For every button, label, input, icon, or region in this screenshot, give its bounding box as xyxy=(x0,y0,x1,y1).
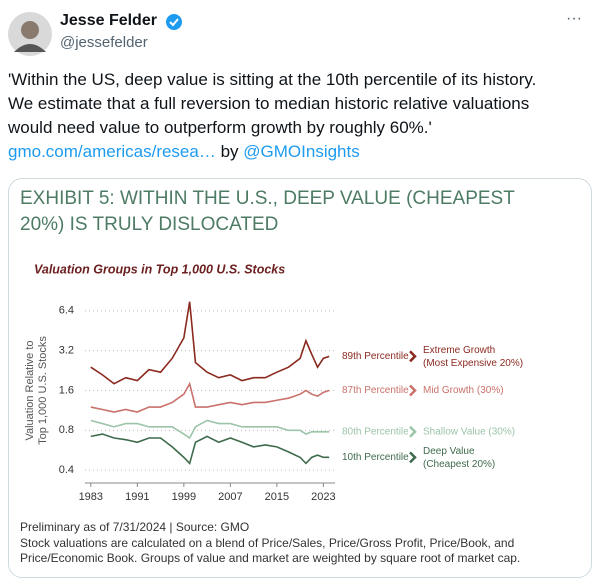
verified-badge xyxy=(166,14,182,30)
percentile-label: 87th Percentile xyxy=(342,385,409,396)
y-axis-label: Valuation Relative to xyxy=(24,340,36,440)
y-tick-label: 6.4 xyxy=(59,305,74,317)
body-line: 'Within the US, deep value is sitting at… xyxy=(8,70,537,89)
chevron xyxy=(409,384,417,397)
note: Stock valuations are calculated on a ble… xyxy=(20,536,521,565)
avatar[interactable] xyxy=(8,12,52,56)
chevron xyxy=(409,451,417,464)
more-button[interactable]: ··· xyxy=(566,10,582,27)
x-tick-label: 2015 xyxy=(265,491,289,503)
series-line xyxy=(90,419,330,440)
legend-entry: Mid Growth (30%) xyxy=(423,385,504,396)
legend-entry: Deep Value xyxy=(423,446,475,457)
x-tick-label: 1983 xyxy=(79,491,103,503)
x-tick-label: 1999 xyxy=(172,491,196,503)
series-line xyxy=(90,301,330,385)
by: by xyxy=(220,142,239,161)
legend-detail: (Cheapest 20%) xyxy=(423,459,495,470)
y-tick-label: 1.6 xyxy=(59,384,74,396)
y-axis-label: Top 1,000 U.S. Stocks xyxy=(37,336,49,445)
series-line xyxy=(90,433,330,465)
link-line: gmo.com/americas/resea… by @GMOInsights xyxy=(8,142,360,162)
chevron xyxy=(409,350,417,363)
x-tick-label: 1991 xyxy=(125,491,149,503)
card[interactable] xyxy=(8,178,592,578)
body-line: would need value to outperform growth by… xyxy=(8,118,432,137)
mention[interactable]: @GMOInsights xyxy=(243,142,360,161)
legend-entry: Extreme Growth xyxy=(423,345,495,356)
link[interactable]: gmo.com/americas/resea… xyxy=(8,142,216,161)
y-tick-label: 0.4 xyxy=(59,464,74,476)
series-line xyxy=(90,381,330,413)
chart: Valuation Groups in Top 1,000 U.S. Stock… xyxy=(24,262,523,503)
chevron xyxy=(409,425,417,438)
percentile-label: 89th Percentile xyxy=(342,351,409,362)
exhibit-title: EXHIBIT 5: WITHIN THE U.S., DEEP VALUE (… xyxy=(20,188,515,235)
y-tick-label: 0.8 xyxy=(59,424,74,436)
x-tick-label: 2007 xyxy=(218,491,242,503)
percentile-label: 80th Percentile xyxy=(342,426,409,437)
legend-detail: (Most Expensive 20%) xyxy=(423,358,523,369)
legend-entry: Shallow Value (30%) xyxy=(423,426,515,437)
author-name[interactable]: Jesse Felder xyxy=(60,12,157,29)
x-tick-label: 2023 xyxy=(311,491,335,503)
source: Preliminary as of 7/31/2024 | Source: GM… xyxy=(20,520,250,534)
post-body: 'Within the US, deep value is sitting at… xyxy=(8,68,536,140)
percentile-label: 10th Percentile xyxy=(342,452,409,463)
body-line: We estimate that a full reversion to med… xyxy=(8,94,530,113)
handle[interactable]: @jessefelder xyxy=(60,34,148,51)
y-tick-label: 3.2 xyxy=(59,345,74,357)
chart-title: Valuation Groups in Top 1,000 U.S. Stock… xyxy=(34,262,285,276)
